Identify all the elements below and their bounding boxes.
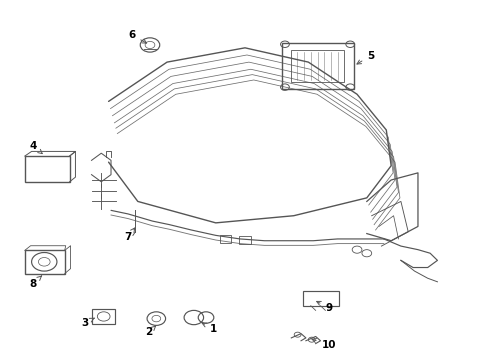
Text: 4: 4 bbox=[29, 141, 42, 154]
Bar bbox=[25, 250, 65, 274]
Bar bbox=[282, 43, 354, 89]
Bar bbox=[220, 235, 231, 243]
Text: 3: 3 bbox=[81, 318, 94, 328]
Bar bbox=[303, 291, 339, 306]
Text: 5: 5 bbox=[357, 51, 374, 64]
Text: 10: 10 bbox=[312, 338, 336, 350]
Text: 2: 2 bbox=[146, 326, 156, 337]
Text: 9: 9 bbox=[317, 301, 332, 312]
Text: 1: 1 bbox=[202, 323, 217, 334]
Text: 8: 8 bbox=[29, 276, 42, 289]
Bar bbox=[25, 156, 70, 182]
Bar bbox=[291, 50, 344, 82]
Text: 6: 6 bbox=[128, 30, 147, 43]
Bar bbox=[92, 309, 116, 324]
Bar bbox=[239, 236, 251, 244]
Text: 7: 7 bbox=[124, 228, 135, 242]
